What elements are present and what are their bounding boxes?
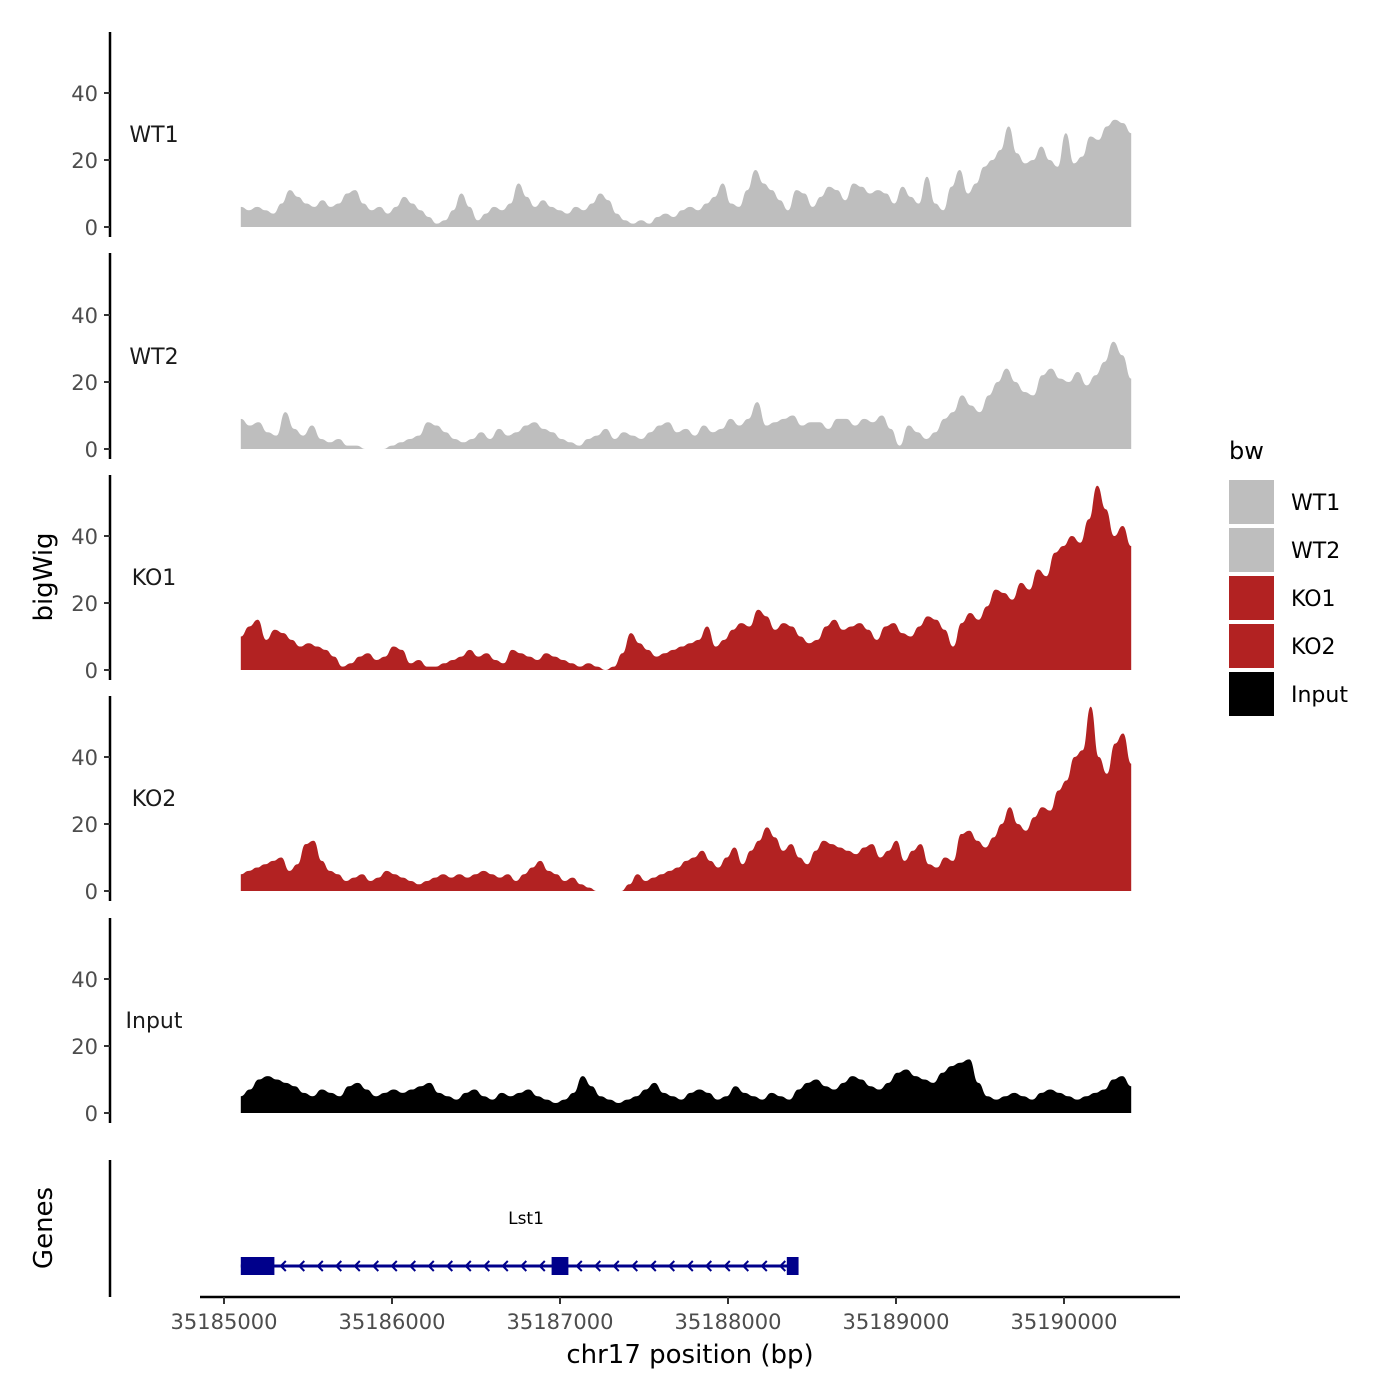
x-axis-label: chr17 position (bp) <box>566 1340 813 1370</box>
x-axis: 35185000 35186000 35187000 35188000 35189000… <box>171 1295 1180 1334</box>
gene-panel: Lst1 <box>108 1160 799 1297</box>
track-ko1: 0 20 40 KO1 <box>71 475 1132 683</box>
y-tick-label: 20 <box>71 149 98 173</box>
y-tick-label: 0 <box>85 1102 98 1126</box>
y-tick-label: 0 <box>85 880 98 904</box>
track-name-label: Input <box>126 1009 183 1034</box>
legend-swatch <box>1229 576 1274 620</box>
legend-entry-ko2: KO2 <box>1229 624 1336 668</box>
y-tick-label: 0 <box>85 438 98 462</box>
track-name-label: WT2 <box>129 345 178 370</box>
y-tick-label: 40 <box>71 304 98 328</box>
track-input: 0 20 40 Input <box>71 918 1132 1126</box>
strand-arrow <box>408 1260 417 1272</box>
exon <box>786 1257 799 1275</box>
track-wt2: 0 20 40 WT2 <box>71 253 1132 462</box>
gene-lst1: Lst1 <box>240 1209 799 1275</box>
strand-arrow <box>297 1260 306 1272</box>
coverage-area <box>240 706 1132 891</box>
strand-arrow <box>538 1260 546 1272</box>
legend-title: bw <box>1229 437 1264 465</box>
strand-arrow <box>316 1260 324 1272</box>
x-tick-label: 35189000 <box>843 1310 950 1334</box>
x-tick-label: 35188000 <box>675 1310 782 1334</box>
exon <box>551 1257 569 1275</box>
y-axis-label: bigWig <box>29 532 59 621</box>
legend-label: KO2 <box>1291 635 1336 660</box>
strand-arrow <box>704 1260 713 1272</box>
strand-arrow <box>741 1260 750 1272</box>
strand-arrow <box>501 1260 509 1272</box>
legend-label: WT2 <box>1291 539 1340 564</box>
legend-swatch <box>1229 480 1274 524</box>
strand-arrow <box>723 1260 731 1272</box>
coverage-area <box>240 341 1132 449</box>
legend-entry-input: Input <box>1229 672 1348 716</box>
strand-arrow <box>464 1260 472 1272</box>
track-name-label: KO1 <box>132 566 177 591</box>
strand-arrow <box>649 1260 657 1272</box>
strand-arrow <box>686 1260 694 1272</box>
coverage-tracks: 0 20 40 WT1 0 20 40 WT2 0 20 40 KO1 0 20 40 KO2 0 20 40 Inp… <box>71 32 1132 1126</box>
legend-entry-wt1: WT1 <box>1229 480 1340 524</box>
x-tick-label: 35185000 <box>171 1310 278 1334</box>
legend-label: Input <box>1291 683 1348 708</box>
strand-arrow <box>778 1260 787 1272</box>
y-tick-label: 0 <box>85 659 98 683</box>
strand-arrow <box>445 1260 454 1272</box>
legend-label: WT1 <box>1291 491 1340 516</box>
strand-arrow <box>427 1260 435 1272</box>
gene-label: Lst1 <box>508 1209 544 1229</box>
strand-arrow <box>482 1260 491 1272</box>
y-tick-label: 0 <box>85 216 98 240</box>
strand-arrow <box>630 1260 639 1272</box>
track-name-label: KO2 <box>132 787 177 812</box>
legend-entry-wt2: WT2 <box>1229 528 1340 572</box>
x-tick-label: 35190000 <box>1011 1310 1118 1334</box>
track-name-label: WT1 <box>129 123 178 148</box>
strand-arrow <box>593 1260 602 1272</box>
strand-arrow <box>334 1260 343 1272</box>
strand-arrow <box>575 1260 583 1272</box>
coverage-area <box>240 119 1132 227</box>
y-tick-label: 40 <box>71 82 98 106</box>
track-wt1: 0 20 40 WT1 <box>71 32 1132 240</box>
y-tick-label: 40 <box>71 746 98 770</box>
track-ko2: 0 20 40 KO2 <box>71 696 1132 904</box>
strand-arrow <box>390 1260 398 1272</box>
strand-arrow <box>760 1260 768 1272</box>
genes-panel-label: Genes <box>29 1187 59 1269</box>
strand-arrow <box>371 1260 380 1272</box>
legend-swatch <box>1229 672 1274 716</box>
y-tick-label: 40 <box>71 525 98 549</box>
strand-arrow <box>353 1260 361 1272</box>
x-tick-label: 35187000 <box>507 1310 614 1334</box>
x-tick-label: 35186000 <box>339 1310 446 1334</box>
y-tick-label: 40 <box>71 968 98 992</box>
legend-label: KO1 <box>1291 587 1336 612</box>
y-tick-label: 20 <box>71 813 98 837</box>
strand-arrow <box>519 1260 528 1272</box>
strand-arrow <box>279 1260 287 1272</box>
y-tick-label: 20 <box>71 1035 98 1059</box>
legend: bw WT1 WT2 KO1 KO2 Input <box>1229 437 1348 716</box>
legend-swatch <box>1229 528 1274 572</box>
exon <box>240 1257 275 1275</box>
legend-entry-ko1: KO1 <box>1229 576 1336 620</box>
coverage-area <box>240 485 1132 670</box>
strand-arrow <box>612 1260 620 1272</box>
coverage-area <box>240 1059 1132 1113</box>
legend-swatch <box>1229 624 1274 668</box>
strand-arrow <box>667 1260 676 1272</box>
y-tick-label: 20 <box>71 592 98 616</box>
y-tick-label: 20 <box>71 371 98 395</box>
